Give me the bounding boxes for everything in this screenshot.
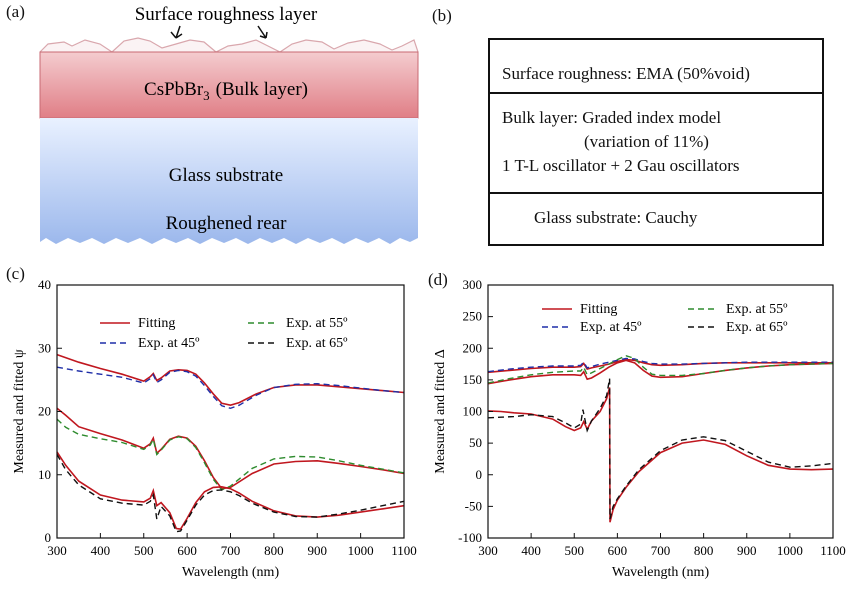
delta-xtick-label: 900 xyxy=(737,543,757,558)
model-row-glass: Glass substrate: Cauchy xyxy=(490,194,822,246)
delta-xtick-label: 500 xyxy=(565,543,585,558)
model-roughness-text: Surface roughness: EMA (50%void) xyxy=(502,64,750,83)
delta-chart: 300 400 500 600 700 800 900 1000 1100 -100 -50 0 50 1… xyxy=(433,277,846,580)
psi-xtick-label: 500 xyxy=(134,543,154,558)
delta-series-exp-45 xyxy=(487,357,833,373)
psi-xtick-label: 400 xyxy=(91,543,111,558)
delta-ytick-label: 250 xyxy=(463,309,483,324)
roughened-rear-label: Roughened rear xyxy=(166,213,287,234)
psi-xlabel: Wavelength (nm) xyxy=(182,565,280,580)
delta-xtick-label: 1000 xyxy=(777,543,803,558)
psi-series-fit-45 xyxy=(56,353,405,407)
psi-legend-label: Exp. at 45º xyxy=(138,336,200,351)
psi-series-exp-45 xyxy=(56,366,405,410)
psi-xtick-label: 1100 xyxy=(391,543,417,558)
delta-series-fit-55 xyxy=(487,359,834,385)
model-row-bulk: Bulk layer: Graded index model (variatio… xyxy=(490,94,822,194)
panel-label-d: (d) xyxy=(428,270,448,289)
delta-ytick-label: -50 xyxy=(465,498,482,513)
psi-series-fit-55 xyxy=(56,407,405,490)
delta-ytick-label: 50 xyxy=(469,435,482,450)
delta-xtick-label: 400 xyxy=(521,543,541,558)
psi-series-exp-65 xyxy=(56,454,405,533)
psi-ylabel: Measured and fitted ψ xyxy=(12,349,27,473)
psi-xtick-label: 700 xyxy=(221,543,241,558)
psi-ytick-label: 10 xyxy=(38,467,51,482)
delta-xtick-label: 600 xyxy=(608,543,628,558)
panel-label-b: (b) xyxy=(432,6,452,25)
psi-ytick-label: 0 xyxy=(45,530,52,545)
delta-ytick-label: 100 xyxy=(463,404,483,419)
delta-xtick-label: 700 xyxy=(651,543,671,558)
delta-ytick-label: 150 xyxy=(463,372,483,387)
psi-chart: 300 400 500 600 700 800 900 1000 1100 0 10 20 30 40 Wa… xyxy=(12,277,417,580)
psi-legend-label: Fitting xyxy=(138,316,175,331)
delta-legend-label: Fitting xyxy=(580,302,617,317)
delta-ytick-label: 300 xyxy=(463,277,483,292)
delta-series-exp-55 xyxy=(487,355,834,384)
psi-xtick-label: 900 xyxy=(308,543,328,558)
delta-xlabel: Wavelength (nm) xyxy=(612,565,710,580)
delta-xtick-label: 800 xyxy=(694,543,714,558)
roughness-arrow-left xyxy=(170,25,183,39)
model-bulk-line3: 1 T-L oscillator + 2 Gau oscillators xyxy=(502,156,740,175)
delta-ytick-label: 200 xyxy=(463,340,483,355)
panel-label-a: (a) xyxy=(6,2,25,21)
delta-xtick-label: 1100 xyxy=(820,543,846,558)
psi-xtick-label: 600 xyxy=(177,543,197,558)
psi-ytick-label: 30 xyxy=(38,340,51,355)
bulk-layer xyxy=(39,51,419,119)
psi-legend-label: Exp. at 55º xyxy=(286,316,348,331)
delta-legend-label: Exp. at 55º xyxy=(726,302,788,317)
delta-legend-label: Exp. at 65º xyxy=(726,320,788,335)
delta-ytick-label: 0 xyxy=(476,467,483,482)
glass-substrate-label: Glass substrate xyxy=(169,165,284,186)
layer-stack-diagram: Surface roughness layer CsPbBr3 (Bulk lay… xyxy=(39,4,419,244)
delta-series-fit-65 xyxy=(487,387,834,523)
psi-ytick-label: 20 xyxy=(38,404,51,419)
glass-substrate xyxy=(40,118,418,244)
psi-legend-label: Exp. at 65º xyxy=(286,336,348,351)
model-row-roughness: Surface roughness: EMA (50%void) xyxy=(490,40,822,94)
model-bulk-line1: Bulk layer: Graded index model xyxy=(502,108,722,127)
delta-series-exp-65 xyxy=(487,378,834,520)
psi-series-exp-55 xyxy=(56,418,405,491)
psi-xtick-label: 300 xyxy=(47,543,67,558)
psi-xtick-label: 1000 xyxy=(348,543,374,558)
optical-model-table: Surface roughness: EMA (50%void) Bulk la… xyxy=(488,38,824,246)
psi-ytick-label: 40 xyxy=(38,277,51,292)
delta-legend-label: Exp. at 45º xyxy=(580,320,642,335)
psi-xtick-label: 800 xyxy=(264,543,284,558)
roughness-arrow-right xyxy=(257,25,268,39)
model-bulk-line2: (variation of 11%) xyxy=(584,132,709,151)
bulk-layer-label: CsPbBr3 (Bulk layer) xyxy=(144,79,308,103)
delta-ytick-label: -100 xyxy=(458,530,482,545)
model-glass-text: Glass substrate: Cauchy xyxy=(534,208,698,227)
roughness-layer xyxy=(39,37,419,53)
panel-label-c: (c) xyxy=(6,264,25,283)
roughness-layer-label: Surface roughness layer xyxy=(135,4,318,25)
delta-ylabel: Measured and fitted Δ xyxy=(433,349,448,473)
delta-xtick-label: 300 xyxy=(478,543,498,558)
